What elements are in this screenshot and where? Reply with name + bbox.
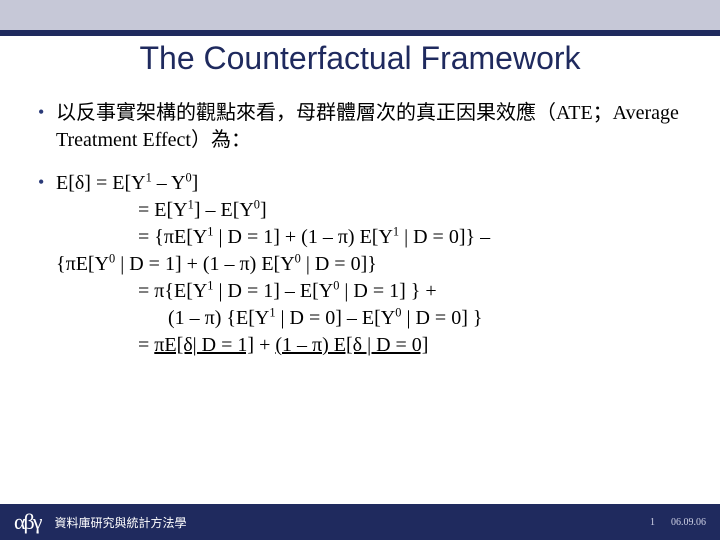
eq-line-1: = E[Y1] – E[Y0] — [56, 197, 684, 224]
bullet-equation: E[δ] = E[Y1 – Y0] = E[Y1] – E[Y0] = {πE[… — [36, 170, 684, 359]
header-light-bar — [0, 0, 720, 30]
eq-line-5: (1 – π) {E[Y1 | D = 0] – E[Y0 | D = 0] } — [56, 305, 684, 332]
eq-line-4: = π{E[Y1 | D = 1] – E[Y0 | D = 1] } + — [56, 278, 684, 305]
bullet-intro: 以反事實架構的觀點來看，母群體層次的真正因果效應（ATE；Average Tre… — [36, 100, 684, 154]
slide-content: 以反事實架構的觀點來看，母群體層次的真正因果效應（ATE；Average Tre… — [36, 100, 684, 375]
bullet-intro-text: 以反事實架構的觀點來看，母群體層次的真正因果效應（ATE；Average Tre… — [56, 102, 679, 151]
footer-bar: αβγ 資料庫研究與統計方法學 1 06.09.06 — [0, 504, 720, 540]
footer-logo-icon: αβγ — [14, 509, 40, 535]
footer-course-text: 資料庫研究與統計方法學 — [54, 514, 186, 531]
slide-title: The Counterfactual Framework — [0, 40, 720, 77]
eq-line-6: = πE[δ| D = 1] + (1 – π) E[δ | D = 0] — [56, 332, 684, 359]
eq-line-0: E[δ] = E[Y1 – Y0] — [56, 170, 684, 197]
footer-page-number: 1 — [650, 517, 655, 528]
footer-date: 06.09.06 — [671, 517, 706, 528]
eq-line-2: = {πE[Y1 | D = 1] + (1 – π) E[Y1 | D = 0… — [56, 224, 684, 251]
header-accent-bar — [0, 30, 720, 36]
eq-line-3: {πE[Y0 | D = 1] + (1 – π) E[Y0 | D = 0]} — [56, 251, 684, 278]
